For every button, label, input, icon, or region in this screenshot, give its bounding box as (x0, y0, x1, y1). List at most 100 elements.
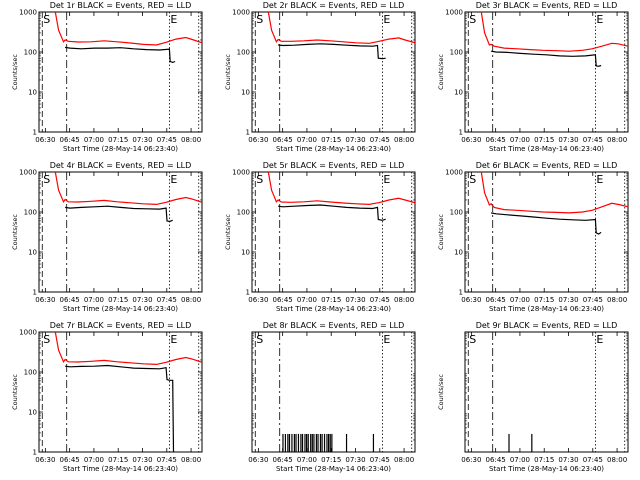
x-tick-label: 06:30 (35, 296, 55, 304)
x-tick-label: 07:00 (297, 456, 317, 464)
x-tick-label: 07:30 (132, 456, 152, 464)
x-tick-label: 07:00 (510, 456, 530, 464)
x-tick-label: 08:00 (394, 136, 414, 144)
y-tick-label: 100 (24, 209, 37, 217)
lld-series-line (261, 12, 415, 44)
x-tick-label: 06:30 (461, 296, 481, 304)
plot-frame (38, 171, 203, 293)
x-tick-label: 07:00 (84, 136, 104, 144)
plot-area (474, 172, 628, 235)
x-tick-label: 07:15 (534, 296, 554, 304)
end-marker: E (170, 173, 177, 186)
x-tick-label: 08:00 (181, 296, 201, 304)
x-tick-label: 06:30 (248, 296, 268, 304)
events-series-line (491, 50, 602, 67)
y-axis-title: Counts/sec (11, 374, 19, 410)
x-tick-label: 08:00 (394, 456, 414, 464)
lld-series-line (474, 172, 628, 214)
x-tick-label: 07:45 (583, 296, 603, 304)
x-tick-label: 07:00 (84, 456, 104, 464)
x-tick-label: 08:00 (394, 296, 414, 304)
events-series-line (65, 46, 176, 64)
x-axis-title: Start Time (28-May-14 06:23:40) (276, 145, 391, 153)
y-tick-label: 1 (33, 449, 37, 457)
y-tick-label: 1 (33, 289, 37, 297)
x-tick-label: 06:45 (486, 456, 506, 464)
end-marker: E (596, 13, 603, 26)
x-tick-label: 07:30 (558, 296, 578, 304)
panel-title: Det 5r BLACK = Events, RED = LLD (263, 161, 405, 170)
plot-frame (464, 331, 629, 453)
panel-title: Det 2r BLACK = Events, RED = LLD (263, 1, 405, 10)
y-tick-label: 1 (33, 129, 37, 137)
x-tick-label: 06:45 (486, 136, 506, 144)
plot-area (261, 12, 415, 60)
y-axis-title: Counts/sec (11, 54, 19, 90)
y-tick-label: 10 (241, 89, 250, 97)
y-tick-label: 10 (28, 409, 37, 417)
x-axis-title: Start Time (28-May-14 06:23:40) (63, 305, 178, 313)
y-tick-label: 1000 (445, 169, 463, 177)
panel-6: Det 6r BLACK = Events, RED = LLD 1 10 100 10… (437, 161, 629, 313)
y-tick-label: 100 (24, 369, 37, 377)
lld-series-line (48, 172, 202, 206)
panel-7: Det 7r BLACK = Events, RED = LLD 1 10 100 10… (11, 321, 203, 473)
start-marker: S (256, 173, 263, 186)
y-axis-title: Counts/sec (437, 54, 445, 90)
plot-area (508, 433, 533, 452)
x-axis-title: Start Time (28-May-14 06:23:40) (489, 305, 604, 313)
end-marker: E (596, 173, 603, 186)
panel-1: Det 1r BLACK = Events, RED = LLD 1 10 100 10… (11, 1, 203, 153)
y-tick-label: 100 (237, 49, 250, 57)
end-marker: E (170, 333, 177, 346)
y-tick-label: 10 (454, 249, 463, 257)
plot-area (474, 12, 628, 67)
panel-title: Det 4r BLACK = Events, RED = LLD (50, 161, 192, 170)
start-marker: S (469, 333, 476, 346)
x-tick-label: 06:45 (273, 456, 293, 464)
x-tick-label: 07:45 (157, 456, 177, 464)
x-tick-label: 06:45 (60, 456, 80, 464)
x-tick-label: 07:30 (558, 456, 578, 464)
y-axis-title: Counts/sec (11, 214, 19, 250)
plot-area (48, 172, 202, 223)
panel-title: Det 7r BLACK = Events, RED = LLD (50, 321, 192, 330)
x-axis-title: Start Time (28-May-14 06:23:40) (489, 465, 604, 473)
panel-3: Det 3r BLACK = Events, RED = LLD 1 10 100 10… (437, 1, 629, 153)
y-axis-title: Counts/sec (437, 374, 445, 410)
panel-4: Det 4r BLACK = Events, RED = LLD 1 10 100 10… (11, 161, 203, 313)
y-tick-label: 1 (459, 289, 463, 297)
x-axis-title: Start Time (28-May-14 06:23:40) (276, 465, 391, 473)
plot-frame (251, 171, 416, 293)
x-tick-label: 07:00 (297, 296, 317, 304)
x-tick-label: 08:00 (607, 136, 627, 144)
y-tick-label: 100 (450, 49, 463, 57)
plot-frame (464, 171, 629, 293)
x-tick-label: 08:00 (607, 456, 627, 464)
panel-8: Det 8r BLACK = Events, RED = LLD 06:30 06:… (248, 321, 416, 473)
panel-title: Det 3r BLACK = Events, RED = LLD (476, 1, 618, 10)
x-tick-label: 06:45 (273, 296, 293, 304)
plot-area (48, 12, 202, 64)
x-tick-label: 07:00 (510, 136, 530, 144)
end-marker: E (383, 13, 390, 26)
end-marker: E (383, 333, 390, 346)
y-tick-label: 10 (28, 249, 37, 257)
x-tick-label: 06:45 (486, 296, 506, 304)
end-marker: E (170, 13, 177, 26)
start-marker: S (469, 13, 476, 26)
x-tick-label: 08:00 (607, 296, 627, 304)
x-tick-label: 06:30 (35, 456, 55, 464)
start-marker: S (43, 333, 50, 346)
plot-frame (251, 331, 416, 453)
plot-area (48, 332, 202, 452)
lld-series-line (474, 12, 628, 52)
x-tick-label: 06:30 (248, 456, 268, 464)
x-tick-label: 06:30 (35, 136, 55, 144)
x-tick-label: 07:45 (583, 456, 603, 464)
end-marker: E (383, 173, 390, 186)
plot-frame (38, 11, 203, 133)
x-tick-label: 07:45 (583, 136, 603, 144)
lld-series-line (48, 332, 202, 366)
